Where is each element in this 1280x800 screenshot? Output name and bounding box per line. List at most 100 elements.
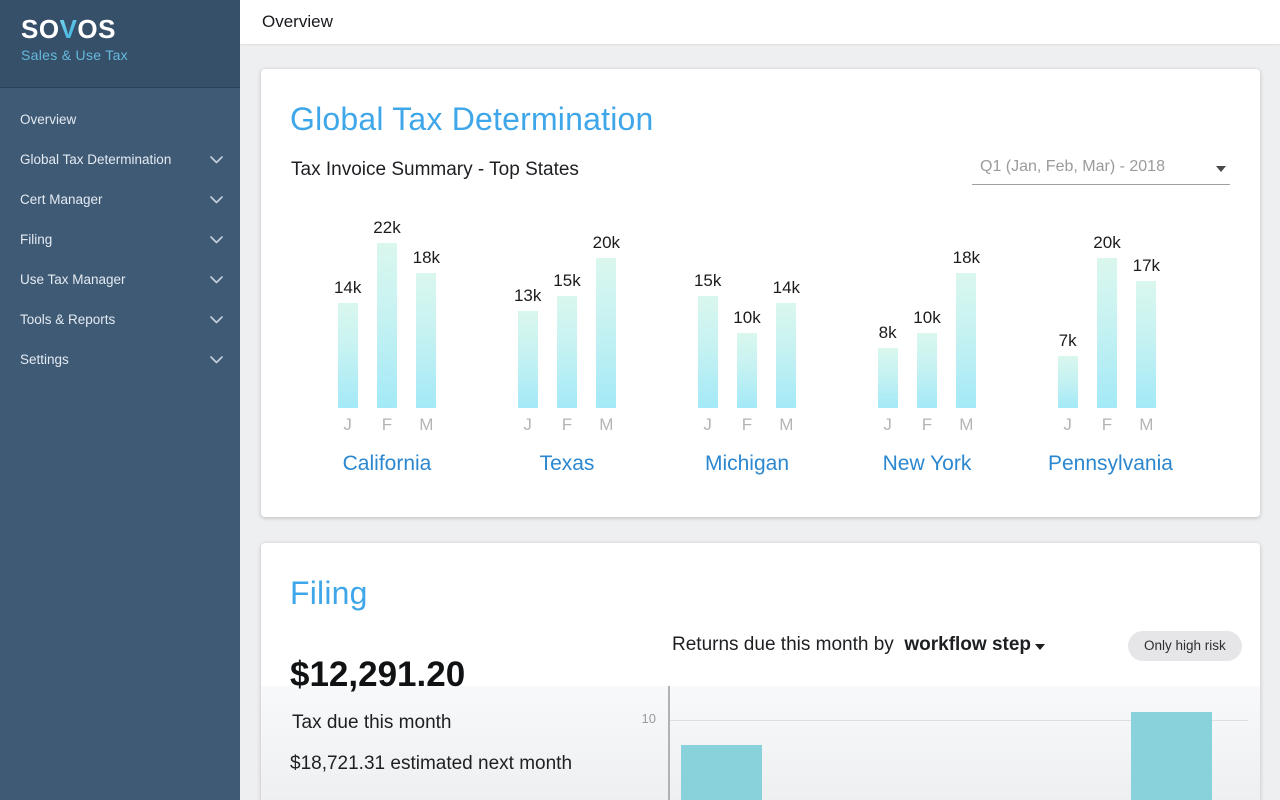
logo-text: SO bbox=[21, 14, 60, 44]
bars-row: 13k 15k 20k bbox=[508, 219, 626, 408]
chevron-down-icon bbox=[210, 236, 223, 244]
gtd-card-title[interactable]: Global Tax Determination bbox=[290, 101, 654, 137]
bars-row: 7k 20k 17k bbox=[1048, 219, 1166, 408]
invoice-bar[interactable] bbox=[776, 303, 797, 408]
returns-header[interactable]: Returns due this month by workflow step bbox=[672, 634, 1046, 656]
bar-column: 14k bbox=[767, 278, 806, 408]
bar-column: 18k bbox=[407, 248, 446, 408]
workflow-step-bar[interactable] bbox=[681, 745, 762, 800]
filing-card: Filing Returns due this month by workflo… bbox=[261, 543, 1260, 800]
sidebar-item-settings[interactable]: Settings bbox=[0, 340, 240, 380]
state-name-link[interactable]: Texas bbox=[539, 452, 595, 475]
month-label: M bbox=[959, 415, 974, 434]
gridline-10 bbox=[670, 720, 1248, 721]
month-label: M bbox=[599, 415, 614, 434]
bar-column: 10k bbox=[727, 308, 766, 408]
workflow-step-dropdown[interactable]: workflow step bbox=[904, 634, 1032, 655]
sidebar-nav: Overview Global Tax Determination Cert Man… bbox=[0, 88, 240, 380]
sidebar: SOVOS Sales & Use Tax Overview Global Tax… bbox=[0, 0, 240, 800]
state-group-michigan: 15k 10k 14k J F M Michigan bbox=[688, 219, 806, 476]
chevron-down-icon bbox=[210, 276, 223, 284]
invoice-bar[interactable] bbox=[517, 310, 538, 408]
sidebar-item-use-tax-manager[interactable]: Use Tax Manager bbox=[0, 260, 240, 300]
month-label: J bbox=[343, 415, 352, 434]
month-label: M bbox=[419, 415, 434, 434]
sidebar-item-global-tax-determination[interactable]: Global Tax Determination bbox=[0, 140, 240, 180]
state-name-link[interactable]: California bbox=[342, 452, 432, 475]
sidebar-item-tools-reports[interactable]: Tools & Reports bbox=[0, 300, 240, 340]
invoice-bar[interactable] bbox=[877, 348, 898, 408]
sidebar-item-filing[interactable]: Filing bbox=[0, 220, 240, 260]
sidebar-logo-block: SOVOS Sales & Use Tax bbox=[0, 0, 240, 88]
invoice-bar[interactable] bbox=[376, 243, 397, 408]
month-label: M bbox=[1139, 415, 1154, 434]
sidebar-item-label: Settings bbox=[20, 352, 69, 367]
period-dropdown-value: Q1 (Jan, Feb, Mar) - 2018 bbox=[980, 158, 1165, 175]
page-title: Overview bbox=[262, 12, 333, 31]
chevron-down-icon bbox=[210, 196, 223, 204]
invoice-bar[interactable] bbox=[416, 273, 437, 408]
invoice-bar[interactable] bbox=[916, 333, 937, 408]
sidebar-item-label: Cert Manager bbox=[20, 192, 103, 207]
sidebar-item-cert-manager[interactable]: Cert Manager bbox=[0, 180, 240, 220]
bar-column: 15k bbox=[547, 270, 586, 408]
period-dropdown[interactable]: Q1 (Jan, Feb, Mar) - 2018 bbox=[972, 155, 1230, 185]
logo-text: OS bbox=[77, 14, 116, 44]
logo-v-mark: V bbox=[59, 14, 78, 44]
caret-down-icon bbox=[1216, 166, 1226, 172]
bar-column: 15k bbox=[688, 270, 727, 408]
sidebar-item-overview[interactable]: Overview bbox=[0, 100, 240, 140]
state-name-link[interactable]: Michigan bbox=[704, 452, 790, 475]
bar-column: 8k bbox=[868, 323, 907, 408]
sidebar-item-label: Use Tax Manager bbox=[20, 272, 126, 287]
state-group-california: 14k 22k 18k J F M California bbox=[328, 218, 446, 476]
estimated-next-month: $18,721.31 estimated next month bbox=[290, 753, 573, 774]
sidebar-item-label: Tools & Reports bbox=[20, 312, 116, 327]
workflow-step-bar[interactable] bbox=[1131, 711, 1212, 800]
only-high-risk-button[interactable]: Only high risk bbox=[1128, 631, 1242, 661]
y-axis-line bbox=[668, 686, 670, 800]
bar-column: 13k bbox=[508, 286, 547, 408]
caret-down-icon bbox=[1035, 644, 1046, 650]
bar-value-label: 7k bbox=[1058, 330, 1077, 350]
bar-value-label: 15k bbox=[693, 270, 722, 290]
invoice-bar[interactable] bbox=[556, 295, 577, 408]
bar-value-label: 20k bbox=[1093, 233, 1121, 252]
state-name-link[interactable]: Pennsylvania bbox=[1048, 452, 1173, 475]
state-group-new-york: 8k 10k 18k J F M New York bbox=[868, 219, 986, 476]
month-label: J bbox=[1063, 415, 1072, 434]
tax-due-amount: $12,291.20 bbox=[290, 655, 466, 694]
bar-column: 22k bbox=[367, 218, 406, 408]
invoice-bar[interactable] bbox=[1096, 258, 1117, 408]
month-label: F bbox=[921, 415, 933, 434]
bar-value-label: 15k bbox=[553, 270, 581, 290]
invoice-bar[interactable] bbox=[1136, 280, 1157, 408]
chevron-down-icon bbox=[210, 156, 223, 164]
bar-value-label: 20k bbox=[592, 233, 621, 252]
state-name-link[interactable]: New York bbox=[882, 452, 972, 475]
invoice-bar[interactable] bbox=[596, 258, 617, 408]
invoice-bar[interactable] bbox=[1057, 355, 1078, 408]
product-name: Sales & Use Tax bbox=[21, 47, 128, 63]
topbar: Overview bbox=[240, 0, 1280, 44]
invoice-bar[interactable] bbox=[337, 303, 358, 408]
bars-row: 8k 10k 18k bbox=[868, 219, 986, 408]
bar-column: 20k bbox=[1087, 233, 1126, 408]
invoice-bar[interactable] bbox=[736, 333, 757, 408]
bar-value-label: 10k bbox=[733, 308, 761, 327]
filing-card-title[interactable]: Filing bbox=[290, 575, 368, 611]
month-label: F bbox=[741, 415, 753, 434]
bar-value-label: 14k bbox=[333, 278, 362, 297]
sidebar-item-label: Global Tax Determination bbox=[20, 152, 172, 167]
invoice-bar[interactable] bbox=[697, 295, 718, 408]
chevron-down-icon bbox=[210, 316, 223, 324]
month-label: F bbox=[561, 415, 573, 434]
bar-value-label: 8k bbox=[878, 323, 897, 342]
invoice-bar[interactable] bbox=[956, 273, 977, 408]
bars-row: 14k 22k 18k bbox=[328, 218, 446, 408]
bar-column: 14k bbox=[328, 278, 367, 408]
